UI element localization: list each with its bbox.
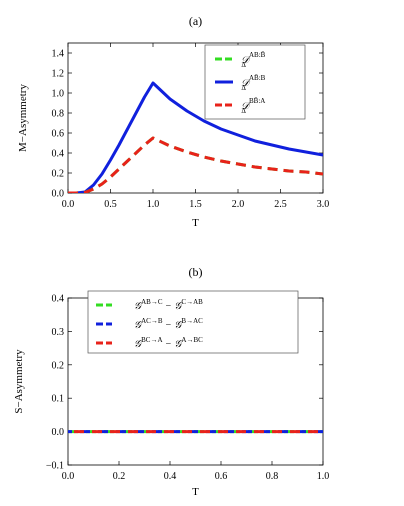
- x-tick-label: 0.5: [104, 199, 117, 210]
- x-tick-label: 0.4: [164, 471, 177, 482]
- y-tick-label: 0.6: [52, 129, 65, 140]
- legend-part: AB̄:B: [249, 74, 266, 82]
- y-tick-label: 0.2: [52, 169, 65, 180]
- legend-minus: −: [163, 320, 175, 331]
- legend-part: 𝒢: [134, 339, 143, 350]
- series-group: [68, 81, 323, 193]
- x-tick-label: 1.0: [317, 471, 330, 482]
- legend-label-0: 𝒢AB→C − 𝒢C→AB: [134, 298, 203, 312]
- x-tick-label: 0.6: [215, 471, 228, 482]
- legend-sub: Δ: [241, 107, 246, 115]
- legend-minus: −: [163, 339, 175, 350]
- legend-part: 𝒢: [174, 320, 183, 331]
- legend-part: 𝒟: [241, 55, 251, 66]
- legend-label-1: 𝒟AB̄:B Δ: [241, 74, 266, 92]
- legend-box: [87, 290, 299, 354]
- panel-label: (a): [189, 14, 202, 28]
- x-tick-label: 2.0: [232, 199, 245, 210]
- legend-part: BB̄:A: [249, 97, 265, 105]
- y-tick-label: 1.2: [52, 69, 65, 80]
- x-tick-label: 0.0: [62, 199, 75, 210]
- panel-label: (b): [189, 265, 203, 279]
- legend-part: 𝒢: [174, 339, 183, 350]
- y-tick-label: 0.0: [52, 427, 65, 438]
- legend-part: A→BC: [181, 336, 203, 344]
- legend-label-1: 𝒢AC→B − 𝒢B→AC: [134, 317, 203, 331]
- x-tick-label: 2.5: [274, 199, 287, 210]
- legend-minus: −: [163, 301, 175, 312]
- y-axis-label: M−Asymmetry: [17, 84, 29, 152]
- legend-label-0: 𝒟AB:B̄ Δ: [241, 51, 266, 69]
- y-tick-label: 0.4: [52, 149, 65, 160]
- y-tick-label: 1.0: [52, 89, 65, 100]
- x-axis-label: T: [192, 486, 199, 498]
- y-tick-label: 0.4: [52, 294, 65, 305]
- legend-part: BC→A: [141, 336, 162, 344]
- x-axis-label: T: [192, 217, 199, 229]
- x-tick-label: 3.0: [317, 199, 330, 210]
- y-tick-label: 0.3: [52, 327, 65, 338]
- legend-sub: Δ: [241, 61, 246, 69]
- legend-sub: Δ: [241, 84, 246, 92]
- legend-part: 𝒢: [134, 301, 143, 312]
- legend-part: AB:B̄: [249, 51, 266, 59]
- legend-label-2: 𝒟BB̄:A Δ: [241, 97, 265, 115]
- legend-label-2: 𝒢BC→A − 𝒢A→BC: [134, 336, 203, 350]
- y-tick-label: 0.0: [52, 189, 65, 200]
- legend-part: 𝒢: [174, 301, 183, 312]
- x-tick-label: 0.0: [62, 471, 75, 482]
- y-tick-label: 0.8: [52, 109, 65, 120]
- legend-part: AC→B: [141, 317, 163, 325]
- legend-part: 𝒟: [241, 78, 251, 89]
- x-tick-label: 1.0: [147, 199, 160, 210]
- x-tick-label: 1.5: [189, 199, 202, 210]
- legend-part: 𝒢: [134, 320, 143, 331]
- y-tick-label: 1.4: [52, 49, 65, 60]
- legend-part: AB→C: [141, 298, 163, 306]
- x-tick-label: 0.2: [113, 471, 126, 482]
- y-tick-label: 0.2: [52, 360, 65, 371]
- legend-part: C→AB: [181, 298, 203, 306]
- legend-part: 𝒟: [241, 101, 251, 112]
- chart-panel-1: (b)0.0 0.2 0.4 0.6 0.8 1.0−0.10.00.10.20.30.4…: [13, 265, 329, 498]
- x-tick-label: 0.8: [266, 471, 279, 482]
- y-tick-label: −0.1: [46, 461, 64, 472]
- y-tick-label: 0.1: [52, 394, 65, 405]
- y-axis-label: S−Asymmetry: [13, 349, 25, 414]
- chart-panel-0: (a) 0.0 0.5 1.0 1.5 2.0 2.5 3.0 0.0 0.2 0.4 0.6 0.8 1…: [17, 14, 329, 229]
- legend-part: B→AC: [181, 317, 203, 325]
